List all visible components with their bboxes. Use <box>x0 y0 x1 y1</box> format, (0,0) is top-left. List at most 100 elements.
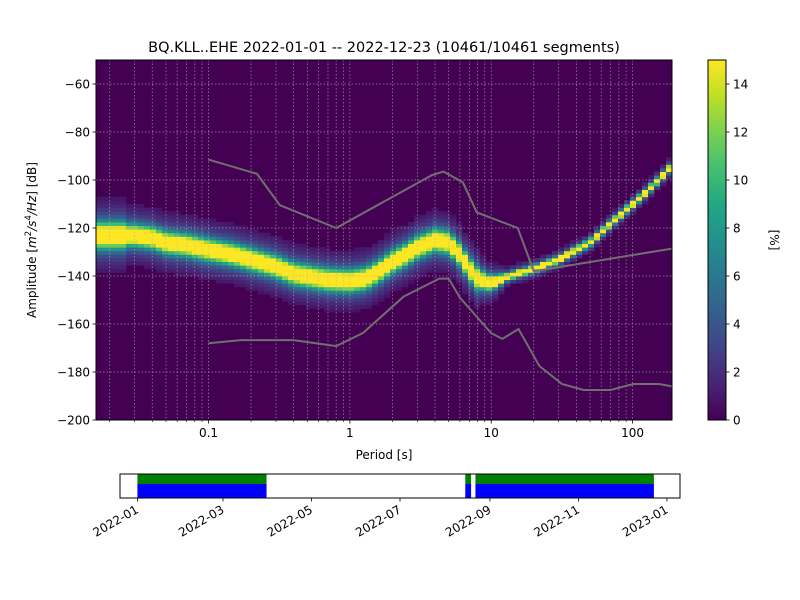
heatmap-cell <box>186 229 193 234</box>
heatmap-cell <box>108 254 115 259</box>
heatmap-cell <box>396 243 403 248</box>
heatmap-cell <box>186 225 193 230</box>
heatmap-cell <box>96 204 103 208</box>
heatmap-cell <box>114 225 121 230</box>
heatmap-cell <box>558 254 565 259</box>
heatmap-cell <box>282 297 289 302</box>
heatmap-cell <box>204 243 211 248</box>
heatmap-cell <box>396 232 403 237</box>
heatmap-cell <box>96 218 103 223</box>
heatmap-cell <box>456 225 463 230</box>
heatmap-cell <box>648 178 655 183</box>
heatmap-cell <box>456 232 463 237</box>
heatmap-cell <box>510 272 517 277</box>
heatmap-cell <box>192 265 199 270</box>
heatmap-cell <box>294 294 301 298</box>
heatmap-cell <box>462 272 469 277</box>
heatmap-cell <box>408 261 415 266</box>
heatmap-cell <box>378 286 385 291</box>
heatmap-cell <box>414 229 421 234</box>
heatmap-cell <box>126 250 133 255</box>
heatmap-cell <box>492 276 499 280</box>
heatmap-cell <box>180 261 187 266</box>
x-tick-label: 0.1 <box>199 426 218 440</box>
heatmap-cell <box>630 207 637 212</box>
heatmap-cell <box>552 261 559 266</box>
heatmap-cell <box>552 254 559 259</box>
heatmap-cell <box>372 254 379 259</box>
heatmap-cell <box>522 272 529 277</box>
heatmap-cell <box>198 243 205 248</box>
heatmap-cell <box>216 236 223 241</box>
heatmap-cell <box>138 211 145 216</box>
heatmap-cell <box>108 200 115 205</box>
heatmap-cell <box>348 276 355 280</box>
heatmap-cell <box>468 290 475 295</box>
heatmap-cell <box>366 268 373 273</box>
heatmap-cell <box>492 286 499 291</box>
heatmap-cell <box>150 265 157 270</box>
heatmap-cell <box>132 240 139 244</box>
heatmap-cell <box>192 218 199 223</box>
heatmap-cell <box>450 247 457 252</box>
heatmap-cell <box>486 286 493 291</box>
heatmap-cell <box>192 240 199 244</box>
heatmap-cell <box>216 232 223 237</box>
heatmap-cell <box>156 232 163 237</box>
heatmap-cell <box>420 214 427 219</box>
heatmap-cell <box>420 236 427 241</box>
heatmap-cell <box>516 261 523 266</box>
heatmap-cell <box>102 229 109 234</box>
heatmap-cell <box>348 301 355 306</box>
heatmap-cell <box>546 265 553 270</box>
heatmap-cell <box>366 279 373 284</box>
heatmap-cell <box>600 225 607 230</box>
heatmap-cell <box>378 243 385 248</box>
heatmap-cell <box>306 268 313 273</box>
heatmap-cell <box>204 247 211 252</box>
heatmap-cell <box>150 232 157 237</box>
heatmap-cell <box>306 276 313 280</box>
heatmap-cell <box>138 261 145 266</box>
heatmap-cell <box>390 265 397 270</box>
heatmap-cell <box>618 204 625 208</box>
heatmap-cell <box>540 268 547 273</box>
heatmap-cell <box>222 243 229 248</box>
heatmap-cell <box>96 211 103 216</box>
heatmap-cell <box>96 243 103 248</box>
heatmap-cell <box>624 204 631 208</box>
heatmap-cell <box>486 283 493 288</box>
heatmap-cell <box>306 297 313 302</box>
heatmap-cell <box>132 236 139 241</box>
heatmap-cell <box>246 232 253 237</box>
heatmap-cell <box>288 272 295 277</box>
heatmap-cell <box>642 193 649 198</box>
heatmap-cell <box>558 258 565 262</box>
heatmap-cell <box>228 229 235 234</box>
heatmap-cell <box>168 268 175 273</box>
heatmap-cell <box>282 240 289 244</box>
heatmap-cell <box>354 294 361 298</box>
date-tick-label: 2022-05 <box>265 502 315 539</box>
y-tick-label: −140 <box>57 270 90 284</box>
heatmap-cell <box>156 250 163 255</box>
heatmap-cell <box>228 236 235 241</box>
heatmap-cell <box>270 265 277 270</box>
heatmap-cell <box>180 250 187 255</box>
heatmap-cell <box>156 268 163 273</box>
heatmap-cell <box>420 240 427 244</box>
heatmap-cell <box>270 254 277 259</box>
heatmap-cell <box>480 297 487 302</box>
heatmap-cell <box>450 272 457 277</box>
heatmap-cell <box>204 229 211 234</box>
heatmap-cell <box>408 232 415 237</box>
heatmap-cell <box>204 222 211 226</box>
heatmap-cell <box>384 258 391 262</box>
heatmap-cell <box>186 265 193 270</box>
heatmap-cell <box>216 247 223 252</box>
heatmap-cell <box>336 286 343 291</box>
heatmap-cell <box>486 290 493 295</box>
heatmap-cell <box>360 301 367 306</box>
heatmap-cell <box>204 236 211 241</box>
heatmap-cell <box>144 236 151 241</box>
